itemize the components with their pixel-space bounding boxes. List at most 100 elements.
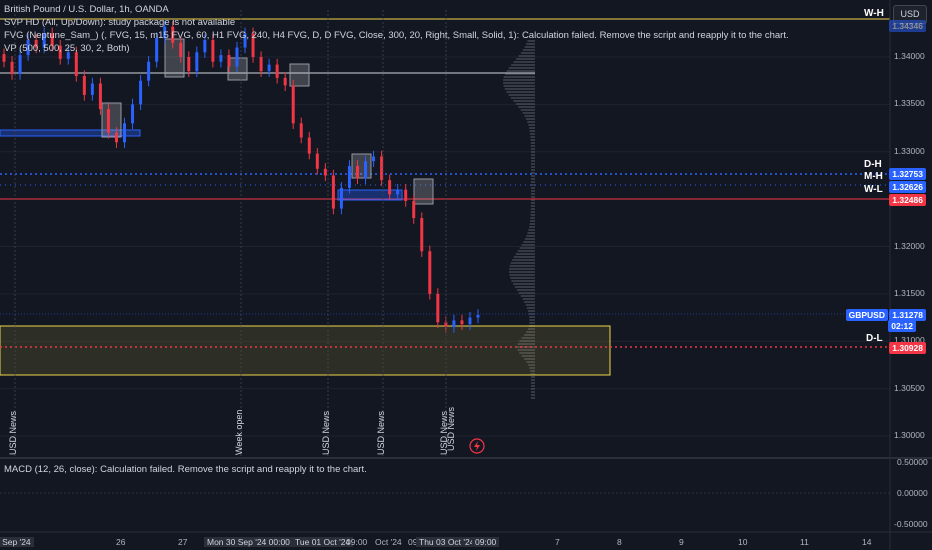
volume-profile-bar — [515, 253, 535, 255]
candle-body — [299, 123, 303, 138]
volume-profile-bar — [516, 289, 535, 291]
candle-body — [98, 83, 102, 110]
svp-indicator-label[interactable]: SVP HD (All, Up/Down): study package is … — [4, 17, 236, 28]
dl-label: D-L — [866, 333, 883, 344]
candle-body — [291, 85, 295, 124]
volume-profile-bar — [508, 67, 535, 69]
candle-body — [90, 83, 94, 95]
volume-profile-bar — [525, 304, 535, 306]
volume-profile-bar — [524, 301, 535, 303]
event-label: Week open — [234, 409, 244, 455]
alert-icon[interactable] — [469, 438, 485, 454]
fvg-box — [413, 178, 434, 205]
candle-body — [50, 33, 54, 46]
volume-profile-bar — [517, 343, 535, 345]
candle-body — [219, 55, 223, 62]
volume-profile-bar — [530, 211, 535, 213]
candle-body — [106, 109, 110, 133]
volume-profile-bar — [530, 391, 535, 393]
candle-body — [476, 314, 480, 318]
candle-body — [211, 39, 215, 62]
volume-profile-bar — [521, 355, 535, 357]
volume-profile-bar — [529, 130, 535, 132]
candle-body — [203, 39, 207, 53]
volume-profile-bar — [522, 298, 535, 300]
volume-profile-bar — [513, 283, 535, 285]
candle-body — [66, 52, 70, 59]
volume-profile-bar — [522, 112, 535, 114]
candle-body — [283, 77, 287, 86]
volume-profile-bar — [530, 133, 535, 135]
price-axis-label: 1.31500 — [894, 287, 925, 298]
volume-profile-bar — [530, 205, 535, 207]
volume-profile-bar — [510, 277, 535, 279]
fvg-box — [351, 153, 372, 179]
vp-indicator-label[interactable]: VP (500, 500, 25, 30, 2, Both) — [4, 43, 130, 54]
fvg-box — [101, 102, 122, 138]
candle-body — [114, 132, 118, 143]
volume-profile-bar — [529, 127, 535, 129]
candle-body — [171, 26, 175, 43]
time-label: Thu 03 Oct '24 — [416, 537, 478, 547]
candle-body — [155, 38, 159, 62]
mh-label: M-H — [864, 171, 883, 182]
volume-profile-bar — [509, 265, 535, 267]
volume-profile-bar — [516, 58, 535, 60]
price-axis-label: 1.33500 — [894, 98, 925, 109]
volume-profile-bar — [527, 310, 535, 312]
symbol-title[interactable]: British Pound / U.S. Dollar, 1h, OANDA — [4, 4, 169, 15]
wh-label: W-H — [864, 8, 884, 19]
volume-profile-bar — [518, 55, 535, 57]
price-axis-label: 1.33000 — [894, 145, 925, 156]
volume-profile-bar — [530, 139, 535, 141]
candle-body — [412, 201, 416, 219]
event-label: USD News — [376, 410, 386, 455]
candle-body — [58, 45, 62, 59]
volume-profile-bar — [513, 100, 535, 102]
candle-body — [259, 57, 263, 72]
price-axis-label: 1.30500 — [894, 382, 925, 393]
candle-body — [315, 153, 319, 169]
candle-body — [42, 33, 46, 48]
volume-profile-bar — [517, 349, 535, 351]
time-label: 11 — [800, 537, 809, 547]
volume-profile-bar — [530, 202, 535, 204]
volume-profile-bar — [530, 379, 535, 381]
fvg-box — [289, 63, 310, 87]
volume-profile-bar — [530, 136, 535, 138]
volume-profile-bar — [530, 397, 535, 399]
macd-indicator-label[interactable]: MACD (12, 26, close): Calculation failed… — [4, 464, 367, 475]
volume-profile-bar — [509, 271, 535, 273]
candle-body — [428, 251, 432, 294]
candle-body — [452, 320, 456, 328]
volume-profile-bar — [517, 250, 535, 252]
volume-profile-bar — [530, 175, 535, 177]
candle-body — [364, 161, 368, 179]
price-tag-mh: 1.32753 — [889, 168, 926, 180]
dh-label: D-H — [864, 159, 882, 170]
candle-body — [243, 33, 247, 48]
candlesticks — [2, 20, 480, 333]
price-tag-dl: 1.30928 — [889, 342, 926, 354]
bar-countdown: 02:12 — [888, 320, 916, 332]
volume-profile-bar — [529, 316, 535, 318]
volume-profile-bar — [530, 178, 535, 180]
volume-profile-bar — [530, 160, 535, 162]
price-axis-label: 1.30000 — [894, 430, 925, 440]
candle-body — [404, 189, 408, 202]
candle-body — [251, 33, 255, 57]
volume-profile-bar — [527, 40, 535, 42]
volume-profile-bar — [530, 169, 535, 171]
volume-profile-bar — [523, 334, 535, 336]
volume-profile-bar — [530, 154, 535, 156]
fvg-indicator-label[interactable]: FVG (Neptune_Sam_) (, FVG, 15, m15 FVG, … — [4, 30, 789, 41]
candle-body — [275, 64, 279, 78]
volume-profile-bar — [530, 157, 535, 159]
candle-body — [163, 26, 167, 39]
macd-axis-label: 0.00000 — [897, 488, 928, 498]
candle-body — [26, 39, 30, 56]
macd-axis-label: 0.50000 — [897, 457, 928, 467]
volume-profile-bar — [529, 322, 535, 324]
candle-body — [307, 137, 311, 154]
